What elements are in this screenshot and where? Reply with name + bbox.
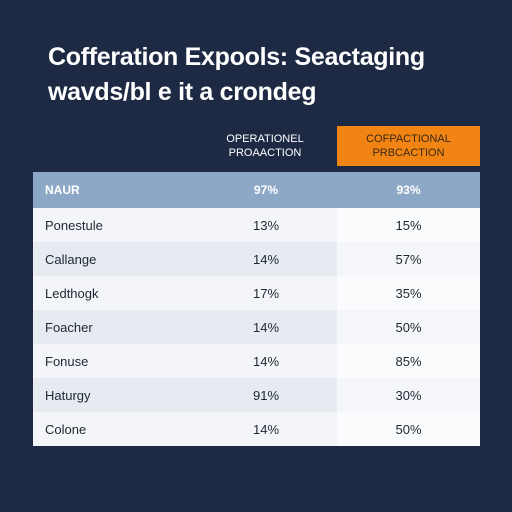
header-label: NAUR bbox=[45, 183, 80, 197]
row-value-2: 85% bbox=[337, 344, 480, 378]
table-header-row: NAUR 97% 93% bbox=[33, 172, 480, 208]
column-header-operational: Operationel proaaction bbox=[195, 126, 335, 166]
row-value-2: 57% bbox=[337, 242, 480, 276]
column-header-2-line-1: Cofpactional bbox=[366, 133, 451, 145]
table-row: Ledthogk 17% 35% bbox=[33, 276, 480, 310]
column-header-1-line-2: proaaction bbox=[228, 147, 302, 159]
row-value-2: 30% bbox=[337, 378, 480, 412]
column-header-1-line-1: Operationel bbox=[226, 133, 304, 145]
table-row: Fonuse 14% 85% bbox=[33, 344, 480, 378]
title-line-2: wavds/bl e it a crondeg bbox=[48, 78, 317, 106]
row-value-1: 91% bbox=[252, 387, 280, 403]
table-row: Colone 14% 50% bbox=[33, 412, 480, 446]
column-header-highlighted: Cofpactional prbcaction bbox=[337, 126, 480, 166]
row-value-2: 15% bbox=[337, 208, 480, 242]
page-title: Cofferation Expools: Seactaging wavds/bl… bbox=[48, 40, 488, 110]
row-value-2: 50% bbox=[337, 412, 480, 446]
row-label: Foacher bbox=[45, 319, 93, 335]
row-value-2: 35% bbox=[337, 276, 480, 310]
table-row: Ponestule 13% 15% bbox=[33, 208, 480, 242]
column-header-2-line-2: prbcaction bbox=[372, 147, 445, 159]
row-value-1: 14% bbox=[252, 319, 280, 335]
table-row: Callange 14% 57% bbox=[33, 242, 480, 276]
row-label: Colone bbox=[45, 421, 87, 437]
row-label: Fonuse bbox=[45, 353, 89, 369]
table-row: Foacher 14% 50% bbox=[33, 310, 480, 344]
row-value-2: 50% bbox=[337, 310, 480, 344]
table-row: Haturgy 91% 30% bbox=[33, 378, 480, 412]
header-value-1: 97% bbox=[253, 183, 279, 197]
row-value-1: 14% bbox=[252, 421, 280, 437]
comparison-table: NAUR 97% 93% Ponestule 13% 15% Callange … bbox=[33, 172, 480, 446]
row-value-1: 17% bbox=[252, 285, 280, 301]
header-value-2: 93% bbox=[396, 183, 421, 197]
row-label: Haturgy bbox=[45, 387, 91, 403]
row-value-1: 14% bbox=[252, 251, 280, 267]
row-value-1: 14% bbox=[252, 353, 280, 369]
row-label: Callange bbox=[45, 251, 97, 267]
row-label: Ponestule bbox=[45, 217, 103, 233]
row-label: Ledthogk bbox=[45, 285, 99, 301]
title-line-1: Cofferation Expools: Seactaging bbox=[48, 43, 425, 71]
row-value-1: 13% bbox=[252, 217, 280, 233]
